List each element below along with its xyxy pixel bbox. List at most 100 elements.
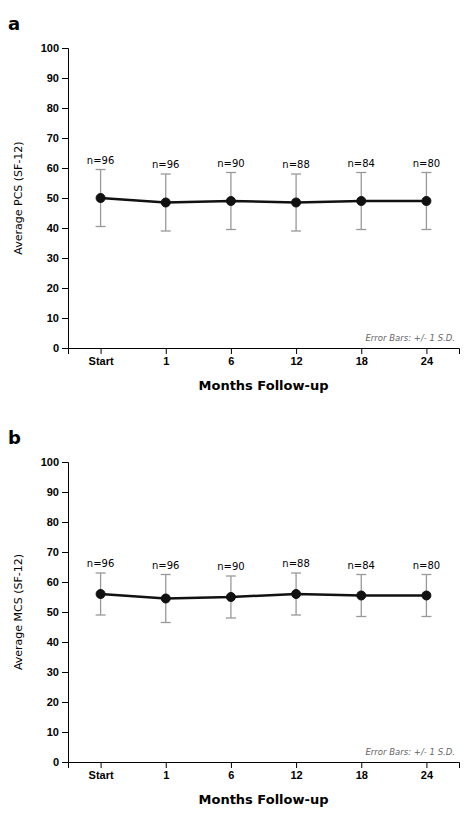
y-tick: 10 [47, 312, 68, 324]
panel: 0102030405060708090100Start16121824Month… [8, 427, 460, 807]
annotation: n=88 [282, 159, 309, 170]
tick-label: 70 [47, 546, 59, 558]
annotations: n=96n=96n=90n=88n=84n=80 [87, 558, 440, 572]
y-tick: 0 [53, 756, 68, 768]
points [96, 590, 431, 604]
error-bar [96, 170, 106, 227]
y-tick: 60 [47, 576, 68, 588]
note: Error Bars: +/- 1 S.D. [366, 747, 456, 757]
error-cap [226, 172, 236, 173]
y-tick: 10 [47, 726, 68, 738]
tick-mark [361, 762, 362, 768]
tick-mark [62, 48, 68, 49]
tick-label: 6 [228, 355, 234, 367]
y-tick: 30 [47, 252, 68, 264]
x-tick: 12 [290, 348, 302, 367]
x-tick: 6 [228, 762, 234, 781]
x-tick: 6 [228, 348, 234, 367]
points [96, 194, 431, 208]
tick-label: 1 [163, 769, 169, 781]
error-cap [291, 173, 301, 174]
error-bars [96, 573, 432, 623]
point [357, 591, 366, 600]
point [422, 197, 431, 206]
annotation: n=84 [348, 560, 375, 571]
axis-line [62, 49, 69, 349]
annotation: n=96 [152, 159, 179, 170]
line [101, 198, 427, 203]
error-bars [96, 170, 432, 232]
error-cap [291, 230, 301, 231]
tick-mark [426, 348, 427, 354]
annotation: n=96 [152, 560, 179, 571]
error-cap [356, 574, 366, 575]
error-bar [356, 575, 366, 617]
error-cap [291, 572, 301, 573]
tick-label: 0 [53, 756, 59, 768]
point [161, 594, 170, 603]
y-axis: 0102030405060708090100 [41, 456, 69, 768]
x-tick: Start [89, 762, 114, 781]
tick-label: 30 [47, 252, 59, 264]
marks [96, 170, 432, 232]
y-axis: 0102030405060708090100 [41, 42, 69, 354]
y-tick: 20 [47, 282, 68, 294]
error-bar [161, 174, 171, 231]
error-cap [96, 614, 106, 615]
x-tick: 24 [421, 348, 434, 367]
error-bar [226, 173, 236, 230]
tick-label: 80 [47, 102, 59, 114]
point [226, 197, 235, 206]
error-cap [96, 226, 106, 227]
error-cap [226, 575, 236, 576]
error-cap [421, 616, 431, 617]
tick-label: 18 [356, 769, 368, 781]
axis-line [69, 763, 460, 769]
axis-line [69, 349, 460, 355]
point [292, 198, 301, 207]
y-tick: 90 [47, 72, 68, 84]
tick-mark [62, 78, 68, 79]
annotations: n=96n=96n=90n=88n=84n=80 [87, 155, 440, 171]
tick-mark [426, 762, 427, 768]
tick-label: 6 [228, 769, 234, 781]
tick-mark [62, 258, 68, 259]
x-axis-title: Months Follow-up [199, 792, 329, 807]
annotation: n=90 [217, 561, 244, 572]
tick-mark [166, 348, 167, 354]
x-axis: Start16121824 [69, 348, 460, 367]
chart: 0102030405060708090100Start16121824Month… [0, 0, 474, 831]
tick-mark [62, 462, 68, 463]
tick-label: 12 [290, 769, 302, 781]
x-tick: 1 [163, 762, 169, 781]
tick-mark [62, 198, 68, 199]
error-cap [356, 172, 366, 173]
tick-mark [62, 582, 68, 583]
y-tick: 0 [53, 342, 68, 354]
tick-mark [62, 552, 68, 553]
tick-label: 70 [47, 132, 59, 144]
tick-label: Start [89, 769, 114, 781]
tick-mark [296, 762, 297, 768]
tick-mark [101, 762, 102, 768]
tick-mark [62, 612, 68, 613]
x-tick: 1 [163, 348, 169, 367]
tick-mark [231, 348, 232, 354]
tick-mark [62, 108, 68, 109]
tick-label: 24 [421, 355, 434, 367]
tick-mark [101, 348, 102, 354]
y-tick: 70 [47, 132, 68, 144]
error-cap [421, 574, 431, 575]
error-cap [226, 617, 236, 618]
tick-label: 12 [290, 355, 302, 367]
y-tick: 100 [41, 456, 68, 468]
annotation: n=80 [413, 560, 440, 571]
error-cap [421, 229, 431, 230]
tick-label: 80 [47, 516, 59, 528]
annotation: n=80 [413, 158, 440, 169]
error-cap [96, 572, 106, 573]
tick-label: 100 [41, 456, 59, 468]
x-tick: 12 [290, 762, 302, 781]
point [161, 198, 170, 207]
y-tick: 90 [47, 486, 68, 498]
